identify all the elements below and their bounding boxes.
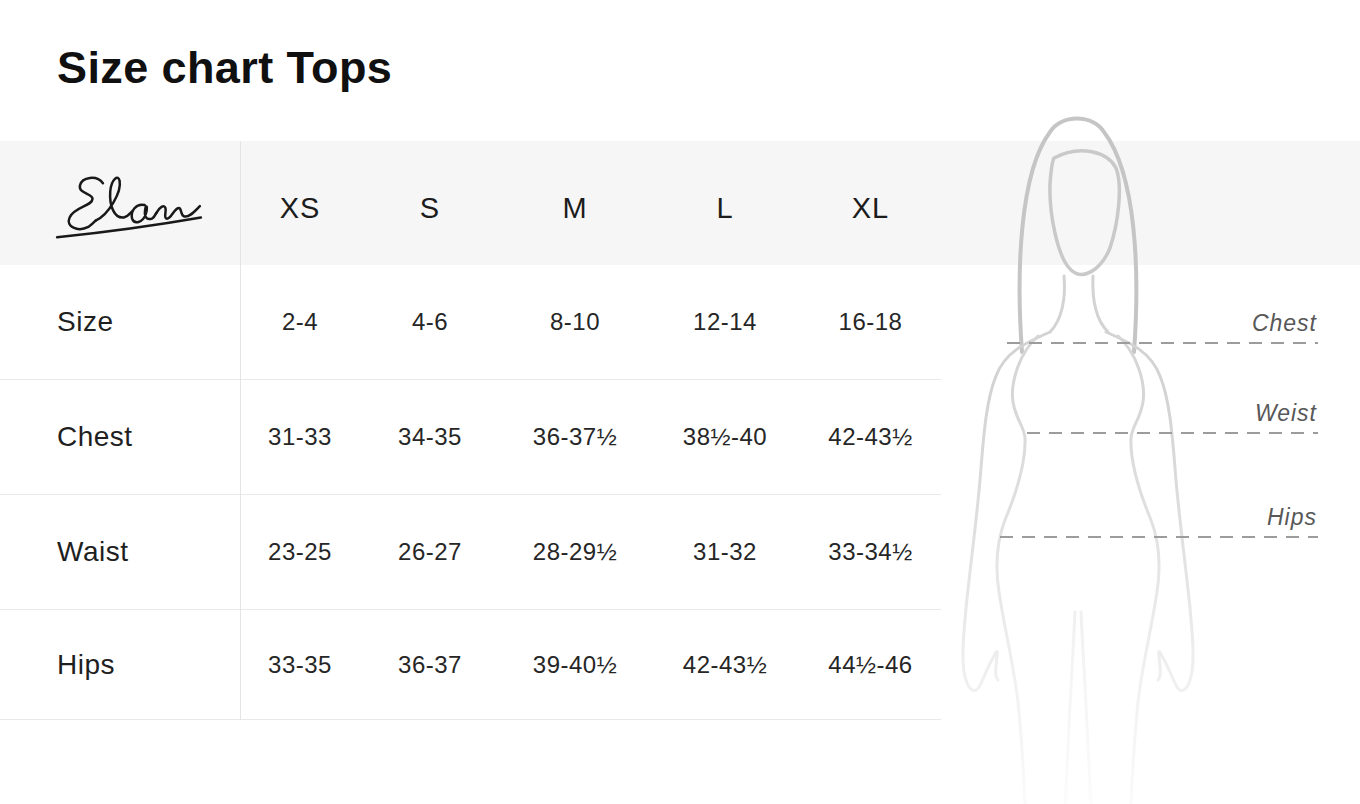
col-head-xl: XL [800,141,941,265]
figure-face-outline [1050,151,1119,275]
cell-size-xs: 2-4 [240,265,360,380]
figure-neck-left [1050,276,1064,332]
cell-size-l: 12-14 [650,265,800,380]
figure-hair-outline [1020,119,1137,353]
waist-measure-label: Weist [1255,400,1318,426]
measurement-guides: Chest Weist Hips [1000,310,1318,537]
figure-left-torso-leg [997,336,1038,804]
row-label-chest: Chest [0,380,240,495]
cell-size-m: 8-10 [500,265,650,380]
cell-chest-xs: 31-33 [240,380,360,495]
cell-waist-xl: 33-34½ [800,495,941,610]
page-title: Size chart Tops [57,42,392,94]
row-label-hips: Hips [0,610,240,720]
cell-waist-m: 28-29½ [500,495,650,610]
cell-chest-m: 36-37½ [500,380,650,495]
cell-waist-xs: 23-25 [240,495,360,610]
cell-waist-s: 26-27 [360,495,500,610]
figure-inner-leg-left [1065,612,1075,804]
brand-cell [0,141,240,265]
col-head-s: S [360,141,500,265]
cell-hips-l: 42-43½ [650,610,800,720]
col-head-m: M [500,141,650,265]
cell-chest-s: 34-35 [360,380,500,495]
body-measurement-figure: Chest Weist Hips [940,100,1360,804]
cell-chest-xl: 42-43½ [800,380,941,495]
figure-neck-right [1093,276,1108,332]
logo-letter-e [69,178,103,229]
table-column-divider [240,141,241,720]
row-label-waist: Waist [0,495,240,610]
chest-measure-label: Chest [1252,310,1318,336]
logo-letter-l [96,178,132,221]
cell-hips-s: 36-37 [360,610,500,720]
size-table: XS S M L XL Size 2-4 4-6 8-10 12-14 16-1… [0,141,941,720]
hips-measure-label: Hips [1267,504,1317,530]
cell-hips-xs: 33-35 [240,610,360,720]
logo-underline [57,218,201,238]
cell-chest-l: 38½-40 [650,380,800,495]
col-head-l: L [650,141,800,265]
logo-letter-n [156,206,200,219]
cell-size-xl: 16-18 [800,265,941,380]
cell-hips-m: 39-40½ [500,610,650,720]
size-chart-page: Size chart Tops XS S M L XL Size 2-4 4-6… [0,0,1360,804]
col-head-xs: XS [240,141,360,265]
brand-logo-elan [55,166,203,242]
female-silhouette-illustration: Chest Weist Hips [940,100,1360,804]
cell-waist-l: 31-32 [650,495,800,610]
cell-hips-xl: 44½-46 [800,610,941,720]
figure-right-torso-leg [1118,336,1159,804]
logo-letter-a [132,205,156,223]
row-label-size: Size [0,265,240,380]
figure-inner-leg-right [1081,612,1091,804]
cell-size-s: 4-6 [360,265,500,380]
